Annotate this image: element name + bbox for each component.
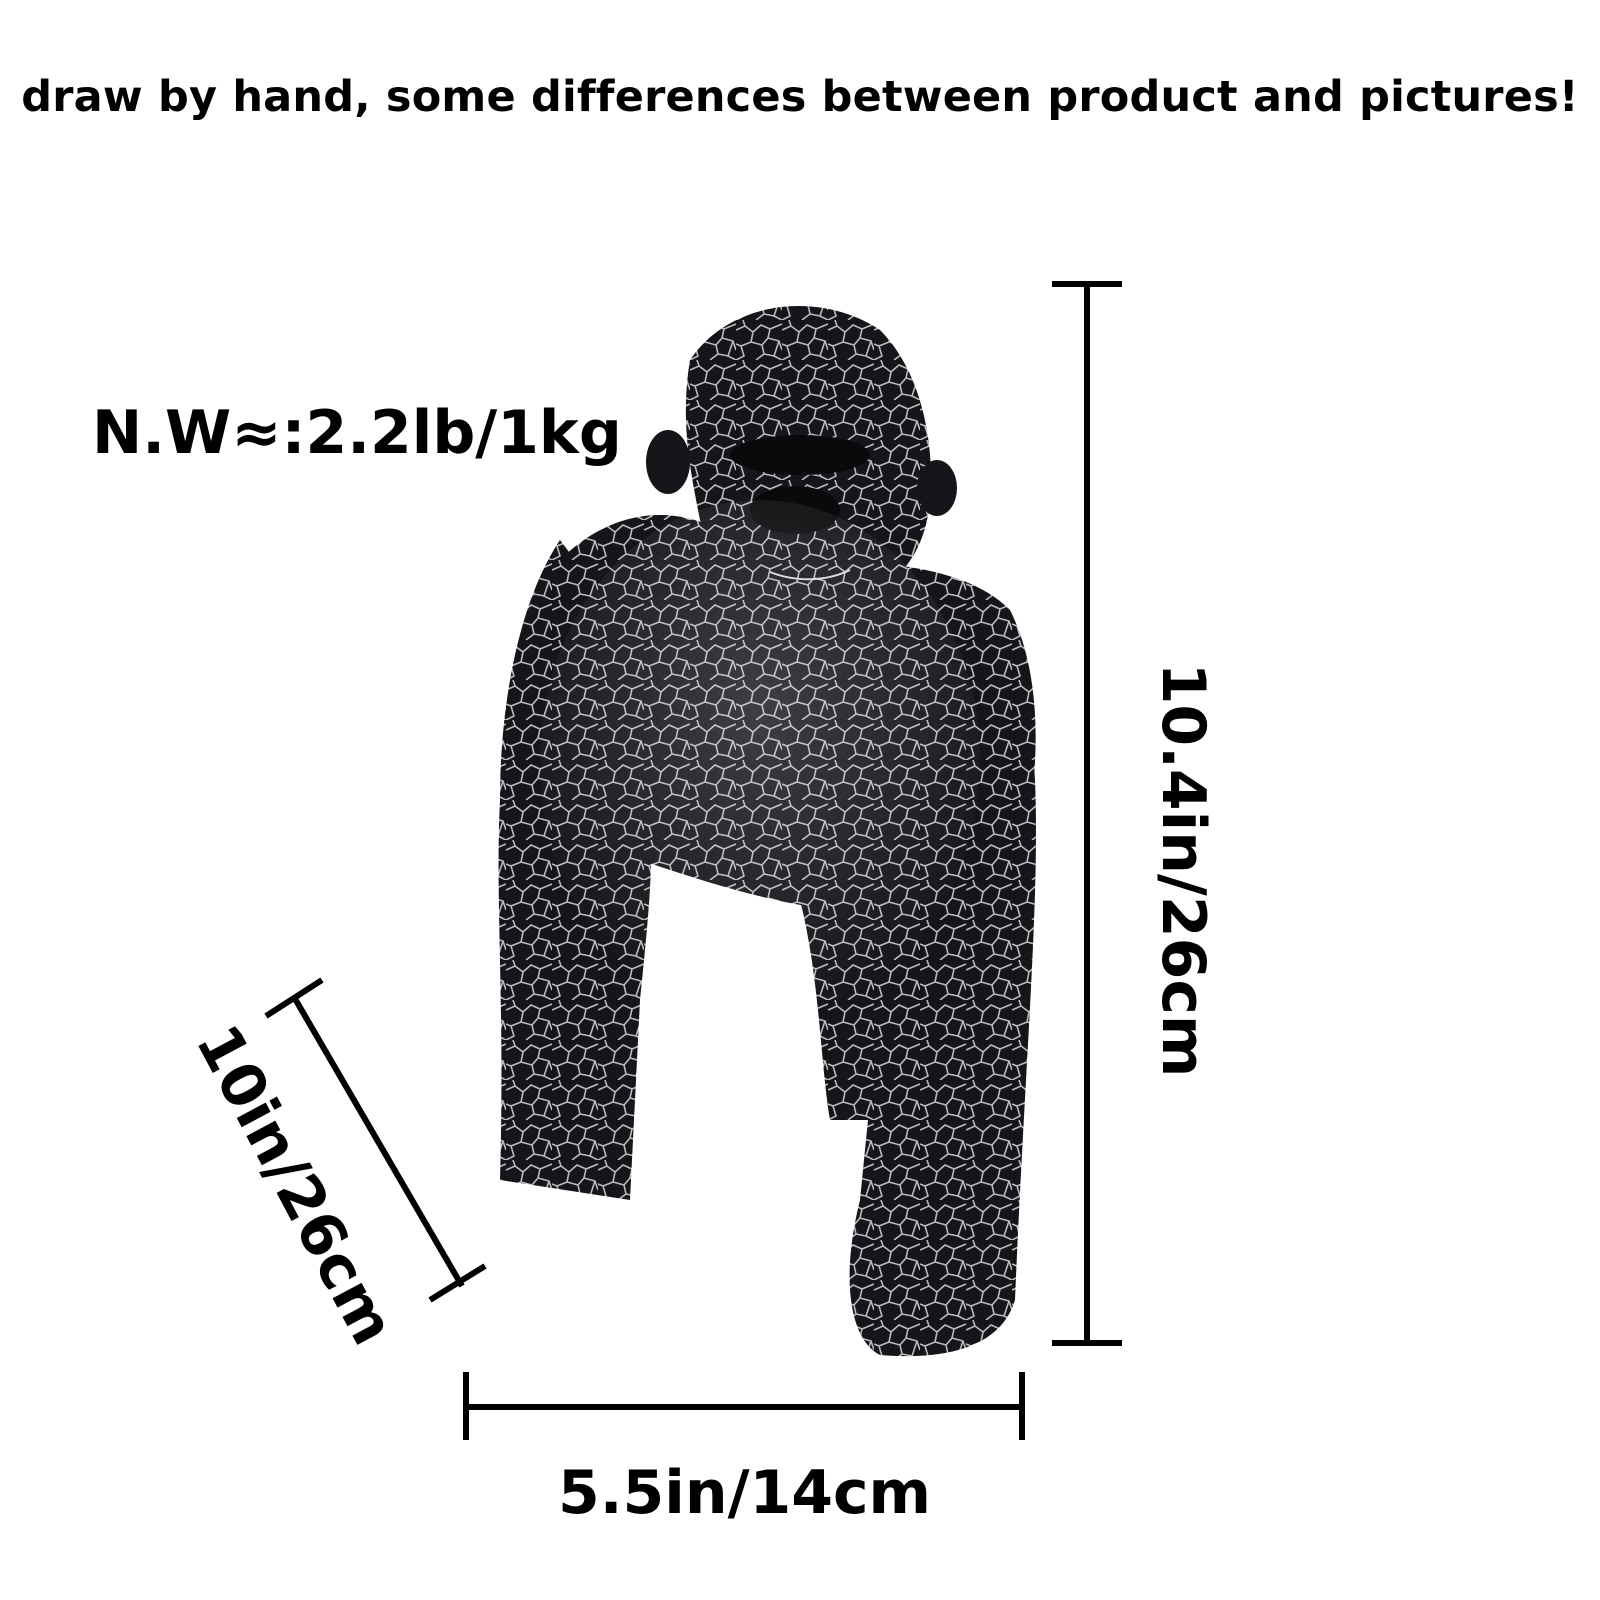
height-measure-line (1052, 284, 1122, 1343)
gorilla-figurine-icon (499, 306, 1036, 1356)
width-measure-line (466, 1372, 1022, 1440)
height-dimension-label: 10.4in/26cm (1148, 663, 1218, 1078)
width-dimension-label: 5.5in/14cm (558, 1458, 931, 1528)
